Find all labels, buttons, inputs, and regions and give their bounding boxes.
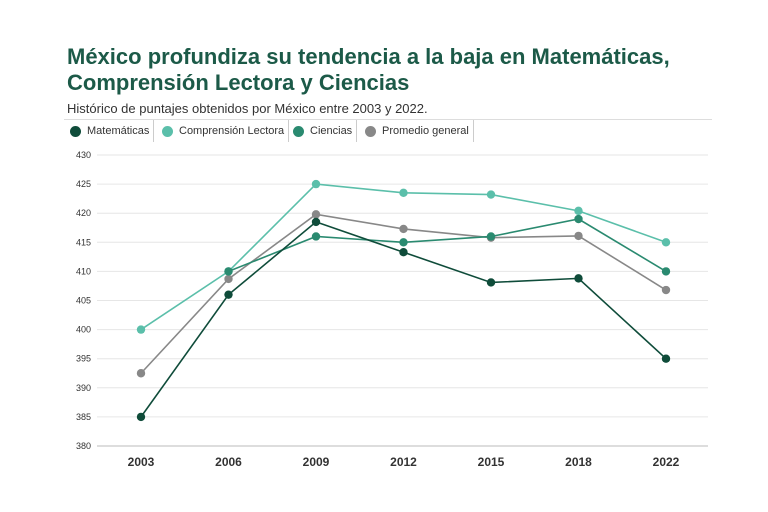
legend-label-ciencias: Ciencias	[310, 125, 353, 137]
legend-dot-matematicas	[70, 125, 81, 137]
point-comprension-lectora-2012	[399, 188, 408, 198]
x-tick-label-2012: 2012	[390, 455, 417, 469]
chart-title: México profundiza su tendencia a la baja…	[67, 44, 670, 95]
y-tick-label-385: 385	[76, 412, 91, 422]
legend-dot-ciencias	[293, 125, 304, 137]
y-tick-label-380: 380	[76, 441, 91, 451]
point-ciencias-2006	[224, 267, 233, 276]
y-tick-label-430: 430	[76, 150, 91, 160]
point-comprension-lectora-2015	[486, 190, 496, 199]
point-ciencias-2015	[486, 232, 496, 241]
y-tick-label-395: 395	[76, 354, 91, 364]
legend-label-matematicas: Matemáticas	[87, 125, 150, 137]
y-tick-label-405: 405	[76, 296, 91, 306]
point-promedio-general-2022	[661, 285, 671, 295]
point-promedio-general-2018	[574, 231, 583, 241]
series-line-ciencias	[228, 218, 667, 273]
legend-dot-comprension-lectora	[162, 125, 173, 137]
legend: Matemáticas Comprensión Lectora Ciencias…	[64, 119, 712, 142]
x-tick-label-2022: 2022	[653, 455, 680, 469]
legend-item-promedio-general[interactable]: Promedio general	[365, 120, 474, 142]
point-promedio-general-2012	[399, 224, 408, 234]
y-tick-label-410: 410	[76, 266, 91, 276]
y-tick-label-400: 400	[76, 325, 91, 335]
y-tick-label-420: 420	[76, 208, 91, 218]
x-tick-label-2018: 2018	[565, 455, 592, 469]
point-matematicas-2015	[486, 278, 496, 287]
legend-item-ciencias[interactable]: Ciencias	[293, 120, 358, 142]
y-tick-label-415: 415	[76, 237, 91, 247]
point-comprension-lectora-2018	[574, 206, 583, 216]
x-tick-label-2003: 2003	[128, 455, 155, 469]
point-comprension-lectora-2009	[311, 179, 321, 189]
point-matematicas-2012	[399, 247, 408, 257]
legend-label-comprension-lectora: Comprensión Lectora	[179, 125, 285, 137]
x-tick-label-2006: 2006	[215, 455, 242, 469]
x-tick-label-2015: 2015	[478, 455, 505, 469]
legend-item-comprension-lectora[interactable]: Comprensión Lectora	[162, 120, 290, 142]
point-ciencias-2018	[574, 214, 583, 224]
point-matematicas-2022	[661, 354, 671, 363]
point-ciencias-2012	[399, 238, 408, 247]
point-comprension-lectora-2003	[136, 325, 146, 334]
point-promedio-general-2003	[136, 369, 146, 378]
point-ciencias-2022	[661, 267, 671, 276]
chart-subtitle: Histórico de puntajes obtenidos por Méxi…	[67, 101, 428, 116]
legend-dot-promedio-general	[365, 125, 376, 137]
x-tick-label-2009: 2009	[303, 455, 330, 469]
y-tick-label-425: 425	[76, 179, 91, 189]
point-ciencias-2009	[311, 232, 321, 241]
point-matematicas-2009	[311, 217, 321, 227]
legend-label-promedio-general: Promedio general	[382, 125, 469, 137]
point-comprension-lectora-2022	[661, 238, 671, 247]
point-matematicas-2003	[136, 412, 146, 422]
y-tick-label-390: 390	[76, 383, 91, 393]
point-promedio-general-2006	[224, 274, 233, 284]
legend-item-matematicas[interactable]: Matemáticas	[70, 120, 155, 142]
point-matematicas-2018	[574, 274, 583, 283]
point-matematicas-2006	[224, 290, 233, 299]
point-promedio-general-2009	[311, 210, 321, 219]
